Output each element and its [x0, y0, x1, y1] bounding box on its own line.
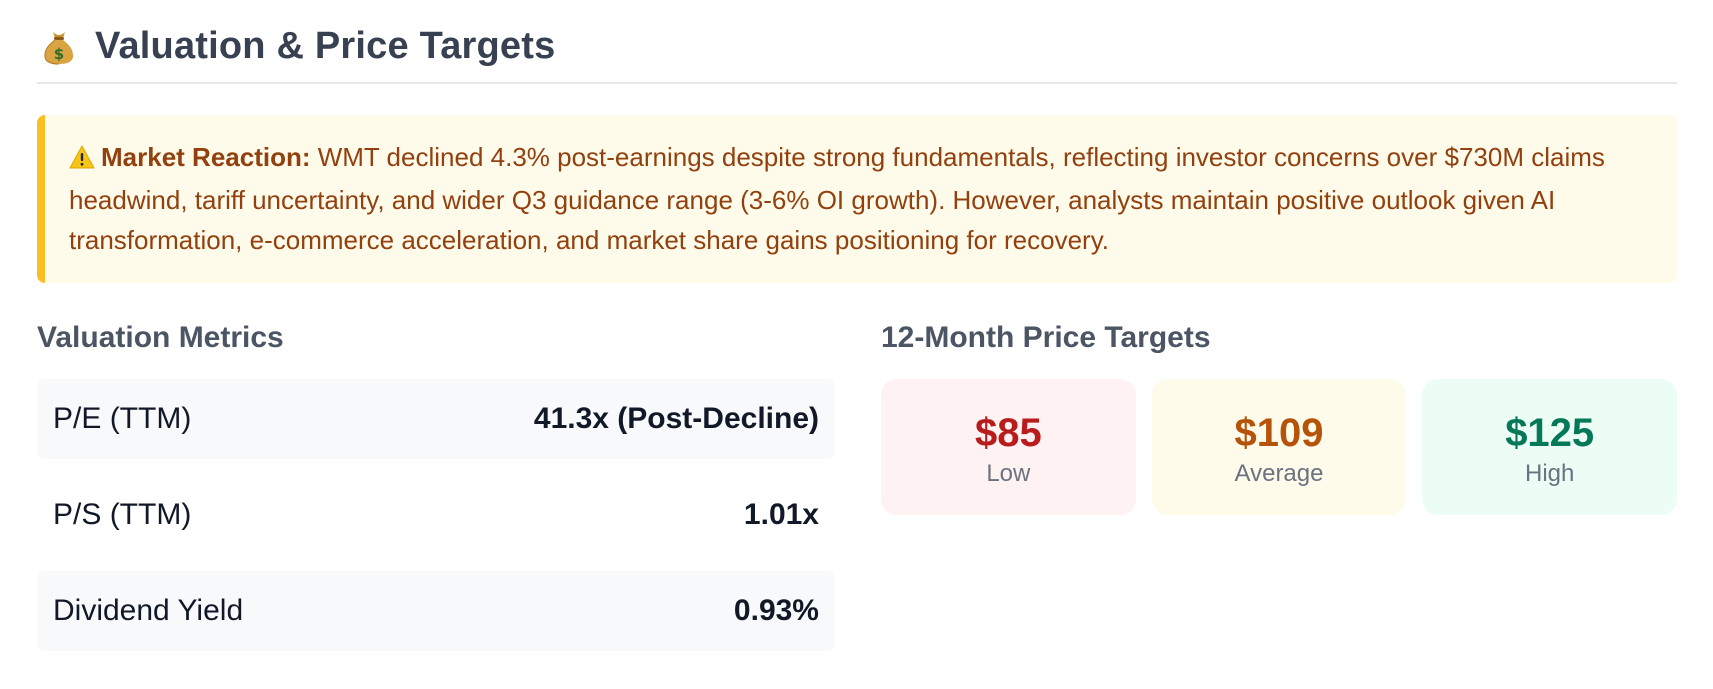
price-target-label: Average — [1234, 460, 1324, 487]
valuation-metrics-title: Valuation Metrics — [37, 321, 284, 354]
section-header: $ Valuation & Price Targets — [37, 10, 1677, 84]
metric-value: 0.93% — [733, 594, 819, 627]
price-target-average-card: $109 Average — [1151, 379, 1407, 515]
svg-text:$: $ — [54, 45, 64, 63]
alert-label: Market Reaction: — [101, 142, 311, 172]
content-columns: Valuation Metrics P/E (TTM) 41.3x (Post-… — [37, 319, 1678, 667]
market-reaction-alert: Market Reaction: WMT declined 4.3% post-… — [37, 115, 1677, 283]
metric-label: P/S (TTM) — [53, 498, 192, 531]
price-target-value: $125 — [1505, 411, 1595, 455]
price-targets-title: 12-Month Price Targets — [881, 321, 1211, 354]
price-targets-panel: 12-Month Price Targets $85 Low $109 Aver… — [881, 319, 1678, 667]
metric-value: 41.3x (Post-Decline) — [533, 402, 819, 435]
price-target-cards: $85 Low $109 Average $125 High — [881, 379, 1678, 515]
metric-row-pe: P/E (TTM) 41.3x (Post-Decline) — [37, 379, 835, 459]
metrics-list: P/E (TTM) 41.3x (Post-Decline) P/S (TTM)… — [37, 379, 835, 651]
valuation-metrics-panel: Valuation Metrics P/E (TTM) 41.3x (Post-… — [37, 319, 835, 667]
price-target-label: High — [1525, 460, 1575, 487]
money-bag-icon: $ — [41, 26, 77, 66]
metric-label: P/E (TTM) — [53, 402, 192, 435]
metric-value: 1.01x — [743, 498, 819, 531]
alert-text: WMT declined 4.3% post-earnings despite … — [69, 142, 1605, 255]
metric-row-ps: P/S (TTM) 1.01x — [37, 475, 835, 555]
metric-row-dividend-yield: Dividend Yield 0.93% — [37, 571, 835, 651]
metric-label: Dividend Yield — [53, 594, 244, 627]
valuation-section: $ Valuation & Price Targets Market React… — [37, 0, 1678, 667]
price-target-value: $109 — [1234, 411, 1324, 455]
price-target-label: Low — [986, 460, 1031, 487]
price-target-value: $85 — [974, 411, 1042, 455]
page-title: Valuation & Price Targets — [95, 24, 556, 67]
price-target-low-card: $85 Low — [881, 379, 1136, 515]
price-target-high-card: $125 High — [1422, 379, 1678, 515]
warning-icon — [69, 140, 95, 180]
